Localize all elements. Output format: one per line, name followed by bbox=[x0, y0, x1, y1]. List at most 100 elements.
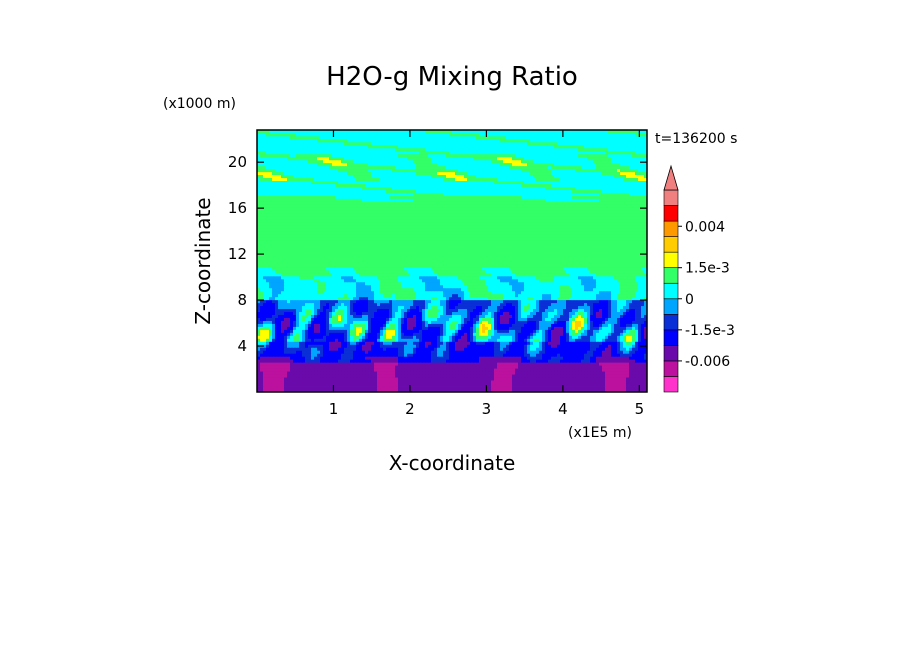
heatmap-cell bbox=[344, 383, 348, 387]
heatmap-cell bbox=[347, 305, 351, 310]
heatmap-cell bbox=[524, 323, 528, 327]
heatmap-cell bbox=[449, 350, 453, 354]
heatmap-cell bbox=[482, 290, 486, 295]
heatmap-cell bbox=[299, 302, 303, 307]
heatmap-cell bbox=[332, 383, 336, 387]
heatmap-cell bbox=[431, 350, 435, 354]
heatmap-cell bbox=[305, 320, 309, 324]
heatmap-cell bbox=[356, 338, 360, 342]
heatmap-cell bbox=[557, 296, 561, 301]
heatmap-cell bbox=[485, 332, 489, 336]
heatmap-cell bbox=[590, 314, 594, 318]
heatmap-cell bbox=[386, 362, 390, 366]
heatmap-cell bbox=[413, 377, 417, 381]
heatmap-cell bbox=[593, 374, 597, 378]
heatmap-cell bbox=[530, 293, 534, 298]
heatmap-cell bbox=[323, 320, 327, 324]
heatmap-cell bbox=[404, 314, 408, 318]
heatmap-cell bbox=[488, 383, 492, 387]
heatmap-cell bbox=[623, 293, 627, 298]
heatmap-cell bbox=[581, 362, 585, 366]
heatmap-cell bbox=[566, 299, 570, 304]
heatmap-cell bbox=[602, 389, 606, 392]
heatmap-cell bbox=[464, 326, 468, 330]
heatmap-cell bbox=[446, 332, 450, 336]
heatmap-cell bbox=[413, 332, 417, 336]
heatmap-cell bbox=[446, 302, 450, 307]
heatmap-cell bbox=[596, 380, 600, 384]
heatmap-cell bbox=[503, 338, 507, 342]
heatmap-cell bbox=[440, 278, 444, 283]
heatmap-cell bbox=[608, 389, 612, 392]
heatmap-cell bbox=[545, 290, 549, 295]
heatmap-cell bbox=[470, 365, 474, 369]
heatmap-cell bbox=[518, 383, 522, 387]
heatmap-cell bbox=[290, 287, 294, 292]
heatmap-cell bbox=[404, 356, 408, 360]
heatmap-cell bbox=[410, 314, 414, 318]
heatmap-cell bbox=[545, 323, 549, 327]
heatmap-cell bbox=[620, 338, 624, 342]
heatmap-cell bbox=[284, 332, 288, 336]
heatmap-cell bbox=[314, 311, 318, 315]
heatmap-cell bbox=[401, 311, 405, 315]
heatmap-cell bbox=[416, 308, 420, 313]
heatmap-cell bbox=[539, 347, 543, 351]
heatmap-cell bbox=[419, 356, 423, 360]
heatmap-cell bbox=[383, 278, 387, 283]
heatmap-cell bbox=[521, 344, 525, 348]
heatmap-cell bbox=[368, 281, 372, 286]
heatmap-cell bbox=[371, 362, 375, 366]
heatmap-cell bbox=[290, 389, 294, 392]
heatmap-cell bbox=[494, 344, 498, 348]
heatmap-cell bbox=[632, 368, 636, 372]
heatmap-cell bbox=[614, 317, 618, 321]
heatmap-cell bbox=[392, 362, 396, 366]
heatmap-cell bbox=[599, 338, 603, 342]
heatmap-cell bbox=[494, 389, 498, 392]
heatmap-cell bbox=[260, 320, 264, 324]
heatmap-cell bbox=[416, 299, 420, 304]
heatmap-cell bbox=[482, 347, 486, 351]
heatmap-cell bbox=[401, 314, 405, 318]
heatmap-cell bbox=[272, 320, 276, 324]
heatmap-cell bbox=[308, 290, 312, 295]
heatmap-cell bbox=[392, 350, 396, 354]
heatmap-cell bbox=[587, 284, 591, 289]
heatmap-cell bbox=[371, 374, 375, 378]
heatmap-cell bbox=[344, 362, 348, 366]
heatmap-cell bbox=[623, 377, 627, 381]
heatmap-cell bbox=[482, 281, 486, 286]
heatmap-cell bbox=[257, 377, 261, 381]
heatmap-cell bbox=[263, 371, 267, 375]
heatmap-cell bbox=[578, 365, 582, 369]
heatmap-cell bbox=[614, 338, 618, 342]
heatmap-cell bbox=[374, 359, 378, 363]
heatmap-cell bbox=[518, 284, 522, 289]
heatmap-cell bbox=[425, 302, 429, 307]
heatmap-cell bbox=[464, 308, 468, 313]
heatmap-cell bbox=[350, 311, 354, 315]
heatmap-cell bbox=[443, 305, 447, 310]
heatmap-cell bbox=[437, 299, 441, 304]
heatmap-cell bbox=[629, 314, 633, 318]
heatmap-cell bbox=[368, 362, 372, 366]
heatmap-cell bbox=[308, 287, 312, 292]
heatmap-cell bbox=[260, 371, 264, 375]
heatmap-cell bbox=[455, 296, 459, 301]
heatmap-cell bbox=[344, 380, 348, 384]
heatmap-cell bbox=[557, 341, 561, 345]
heatmap-cell bbox=[320, 320, 324, 324]
heatmap-cell bbox=[407, 329, 411, 333]
heatmap-cell bbox=[623, 365, 627, 369]
heatmap-cell bbox=[269, 344, 273, 348]
heatmap-cell bbox=[488, 308, 492, 313]
heatmap-cell bbox=[644, 308, 647, 313]
heatmap-cell bbox=[464, 278, 468, 283]
heatmap-cell bbox=[410, 278, 414, 283]
heatmap-cell bbox=[467, 299, 471, 304]
heatmap-cell bbox=[542, 365, 546, 369]
heatmap-cell bbox=[479, 344, 483, 348]
heatmap-cell bbox=[641, 311, 645, 315]
heatmap-cell bbox=[584, 383, 588, 387]
